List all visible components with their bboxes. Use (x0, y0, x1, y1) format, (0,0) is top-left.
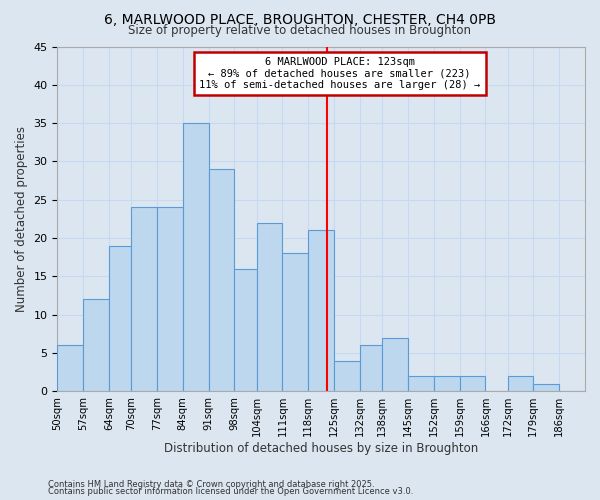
Text: Size of property relative to detached houses in Broughton: Size of property relative to detached ho… (128, 24, 472, 37)
Bar (183, 123, 209, 391)
Bar (58, 345, 83, 391)
Bar (408, 376, 434, 391)
Bar (308, 230, 334, 391)
Bar (83, 300, 109, 391)
Bar (157, 208, 183, 391)
Bar (334, 360, 360, 391)
Bar (382, 338, 408, 391)
Bar (235, 268, 257, 391)
Bar (508, 376, 533, 391)
Bar (209, 169, 235, 391)
Bar (109, 246, 131, 391)
Bar (460, 376, 485, 391)
Bar (131, 208, 157, 391)
Text: Contains HM Land Registry data © Crown copyright and database right 2025.: Contains HM Land Registry data © Crown c… (48, 480, 374, 489)
Y-axis label: Number of detached properties: Number of detached properties (15, 126, 28, 312)
Bar (360, 345, 382, 391)
Text: 6, MARLWOOD PLACE, BROUGHTON, CHESTER, CH4 0PB: 6, MARLWOOD PLACE, BROUGHTON, CHESTER, C… (104, 12, 496, 26)
Text: 6 MARLWOOD PLACE: 123sqm
← 89% of detached houses are smaller (223)
11% of semi-: 6 MARLWOOD PLACE: 123sqm ← 89% of detach… (199, 57, 480, 90)
Bar (283, 254, 308, 391)
X-axis label: Distribution of detached houses by size in Broughton: Distribution of detached houses by size … (164, 442, 478, 455)
Bar (434, 376, 460, 391)
Bar (533, 384, 559, 391)
Bar (257, 222, 283, 391)
Text: Contains public sector information licensed under the Open Government Licence v3: Contains public sector information licen… (48, 487, 413, 496)
